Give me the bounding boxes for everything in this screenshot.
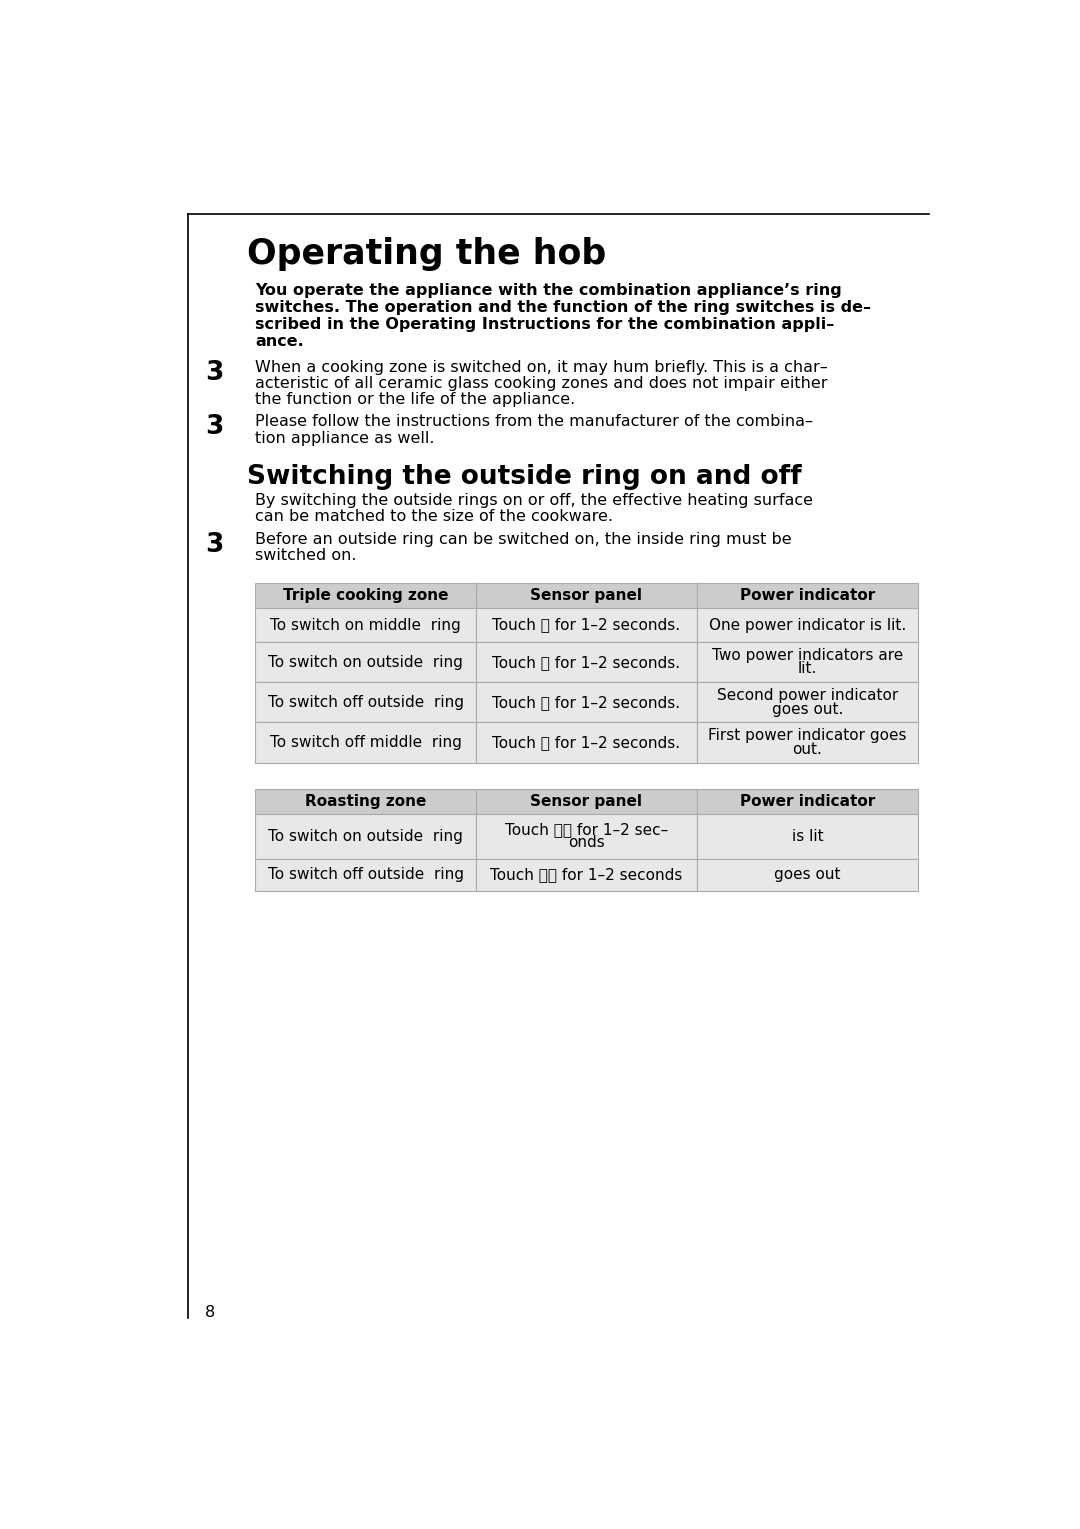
Bar: [476, 813, 697, 859]
Bar: [697, 813, 918, 859]
Text: Please follow the instructions from the manufacturer of the combina–: Please follow the instructions from the …: [255, 414, 813, 430]
Text: To switch off outside  ring: To switch off outside ring: [268, 696, 463, 709]
Text: Touch Ⓢ for 1–2 seconds.: Touch Ⓢ for 1–2 seconds.: [492, 696, 680, 709]
Text: When a cooking zone is switched on, it may hum briefly. This is a char–: When a cooking zone is switched on, it m…: [255, 359, 828, 375]
Text: 8: 8: [205, 1306, 215, 1321]
Bar: [476, 607, 697, 642]
Bar: [255, 642, 476, 682]
Text: Touch ⓈⓈ for 1–2 sec–: Touch ⓈⓈ for 1–2 sec–: [504, 823, 669, 838]
Bar: [255, 682, 476, 723]
Text: lit.: lit.: [798, 662, 816, 676]
Text: Switching the outside ring on and off: Switching the outside ring on and off: [247, 463, 802, 489]
Text: Power indicator: Power indicator: [740, 589, 875, 602]
Text: To switch on outside  ring: To switch on outside ring: [268, 829, 463, 844]
Bar: [255, 583, 476, 607]
Bar: [255, 813, 476, 859]
Text: goes out: goes out: [774, 867, 840, 882]
Text: tion appliance as well.: tion appliance as well.: [255, 431, 434, 445]
Text: Touch Ⓢ for 1–2 seconds.: Touch Ⓢ for 1–2 seconds.: [492, 654, 680, 670]
Text: ance.: ance.: [255, 333, 303, 349]
Bar: [697, 723, 918, 763]
Text: Second power indicator: Second power indicator: [717, 688, 897, 703]
Text: 3: 3: [205, 414, 224, 440]
Text: Sensor panel: Sensor panel: [530, 589, 643, 602]
Text: is lit: is lit: [792, 829, 823, 844]
Text: Roasting zone: Roasting zone: [305, 794, 427, 809]
Text: Operating the hob: Operating the hob: [247, 237, 607, 271]
Text: Before an outside ring can be switched on, the inside ring must be: Before an outside ring can be switched o…: [255, 532, 792, 546]
Bar: [476, 583, 697, 607]
Text: To switch off outside  ring: To switch off outside ring: [268, 867, 463, 882]
Text: Touch Ⓢ for 1–2 seconds.: Touch Ⓢ for 1–2 seconds.: [492, 735, 680, 751]
Text: Triple cooking zone: Triple cooking zone: [283, 589, 448, 602]
Bar: [255, 723, 476, 763]
Bar: [476, 642, 697, 682]
Bar: [697, 859, 918, 891]
Text: out.: out.: [793, 742, 822, 757]
Text: goes out.: goes out.: [771, 702, 843, 717]
Bar: [697, 583, 918, 607]
Bar: [476, 682, 697, 723]
Text: can be matched to the size of the cookware.: can be matched to the size of the cookwa…: [255, 509, 613, 524]
Bar: [255, 607, 476, 642]
Bar: [697, 789, 918, 813]
Bar: [697, 642, 918, 682]
Bar: [476, 789, 697, 813]
Bar: [697, 682, 918, 723]
Text: Sensor panel: Sensor panel: [530, 794, 643, 809]
Text: scribed in the Operating Instructions for the combination appli–: scribed in the Operating Instructions fo…: [255, 317, 835, 332]
Text: By switching the outside rings on or off, the effective heating surface: By switching the outside rings on or off…: [255, 492, 813, 508]
Bar: [476, 723, 697, 763]
Bar: [476, 859, 697, 891]
Bar: [255, 859, 476, 891]
Text: 3: 3: [205, 532, 224, 558]
Text: acteristic of all ceramic glass cooking zones and does not impair either: acteristic of all ceramic glass cooking …: [255, 376, 827, 391]
Text: Touch Ⓢ for 1–2 seconds.: Touch Ⓢ for 1–2 seconds.: [492, 618, 680, 633]
Text: the function or the life of the appliance.: the function or the life of the applianc…: [255, 391, 576, 407]
Text: Power indicator: Power indicator: [740, 794, 875, 809]
Text: onds: onds: [568, 835, 605, 850]
Text: switches. The operation and the function of the ring switches is de–: switches. The operation and the function…: [255, 300, 872, 315]
Text: To switch on outside  ring: To switch on outside ring: [268, 654, 463, 670]
Text: To switch off middle  ring: To switch off middle ring: [270, 735, 461, 751]
Text: First power indicator goes: First power indicator goes: [708, 728, 906, 743]
Text: You operate the appliance with the combination appliance’s ring: You operate the appliance with the combi…: [255, 283, 842, 298]
Text: switched on.: switched on.: [255, 547, 356, 563]
Text: 3: 3: [205, 359, 224, 385]
Bar: [697, 607, 918, 642]
Text: Touch ⓈⓈ for 1–2 seconds: Touch ⓈⓈ for 1–2 seconds: [490, 867, 683, 882]
Bar: [255, 789, 476, 813]
Text: Two power indicators are: Two power indicators are: [712, 648, 903, 664]
Text: To switch on middle  ring: To switch on middle ring: [270, 618, 461, 633]
Text: One power indicator is lit.: One power indicator is lit.: [708, 618, 906, 633]
